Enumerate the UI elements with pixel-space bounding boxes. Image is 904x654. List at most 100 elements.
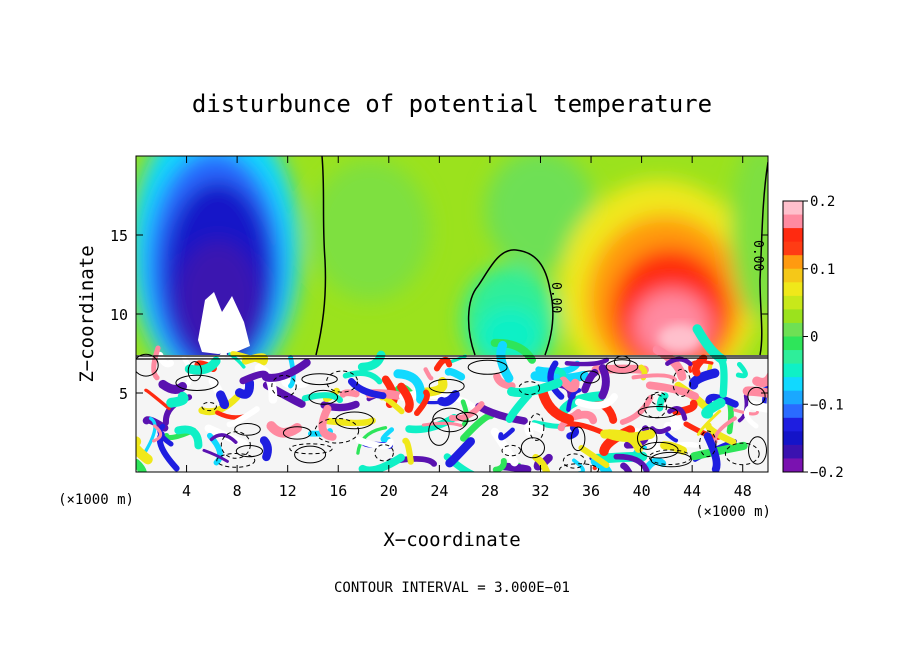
contour-label-1: 0.00	[548, 282, 563, 313]
cold-plume-white-patch	[198, 292, 250, 354]
turbulence-streak	[356, 426, 388, 455]
turbulence-streak	[288, 355, 296, 389]
turbulence-streak	[557, 408, 582, 432]
x-tick-label: 32	[531, 482, 549, 500]
turbulence-streak	[152, 424, 163, 443]
turbulence-streak	[748, 400, 768, 413]
green-mid-right	[485, 156, 595, 270]
turbulence-contour	[175, 374, 219, 391]
colorbar-segment	[783, 282, 803, 297]
turbulence-streak	[241, 353, 269, 366]
turbulence-streak	[598, 364, 610, 400]
x-tick-label: 36	[582, 482, 600, 500]
turbulence-streak	[690, 441, 748, 461]
turbulence-streak	[613, 453, 650, 472]
turbulence-contour	[282, 426, 312, 440]
turbulence-streak	[445, 437, 475, 468]
turbulence-streak	[704, 422, 737, 446]
y-tick-label: 10	[110, 306, 128, 324]
turbulence-streak	[493, 372, 516, 390]
turbulence-contour	[216, 453, 256, 468]
turbulence-streak	[263, 358, 311, 382]
turbulence-contour	[234, 423, 261, 436]
turbulence-streak	[347, 378, 387, 400]
turbulence-streak	[239, 370, 270, 385]
contour-line-right	[759, 161, 768, 356]
turbulence-streak	[492, 458, 507, 472]
colorbar-tick-label: −0.1	[810, 397, 844, 413]
x-unit-left: (×1000 m)	[58, 492, 134, 508]
turbulence-contour	[201, 401, 217, 412]
turbulence-streak	[660, 441, 688, 455]
turbulence-streak	[604, 429, 656, 442]
turbulence-contour	[518, 381, 541, 396]
x-tick-label: 44	[683, 482, 701, 500]
turbulence-streak	[665, 356, 693, 367]
colorbar-segment	[783, 322, 803, 337]
turbulence-contour	[235, 445, 263, 458]
turbulence-contour	[570, 426, 586, 452]
turbulence-streak	[397, 382, 414, 413]
colorbar-tick-label: 0.1	[810, 262, 835, 278]
turbulence-streak	[380, 427, 395, 443]
turbulence-streak	[437, 390, 460, 407]
turbulence-contour	[308, 389, 339, 405]
turbulence-streak	[665, 432, 679, 443]
y-axis: 5 10 15	[110, 227, 768, 403]
turbulence-streak	[209, 433, 238, 444]
turbulence-streak	[357, 350, 386, 372]
x-tick-label: 48	[734, 482, 752, 500]
turbulence-contour	[562, 453, 586, 469]
turbulence-contour	[187, 361, 202, 382]
turbulence-streak	[701, 397, 726, 419]
turbulence-streak	[733, 408, 759, 416]
colorbar-segment	[783, 201, 803, 216]
turbulence-contour	[580, 370, 600, 384]
colorbar-segment	[783, 255, 803, 270]
turbulence-contour	[220, 431, 251, 459]
x-tick-label: 16	[329, 482, 347, 500]
x-axis-label: X−coordinate	[383, 529, 520, 551]
colorbar-segment	[783, 377, 803, 392]
turbulence-streak	[652, 345, 687, 381]
turbulence-streak	[325, 417, 376, 427]
colorbar-segment	[783, 417, 803, 432]
turbulence-streak	[433, 357, 453, 372]
turbulence-contour	[136, 353, 159, 377]
colorbar-segment	[783, 336, 803, 351]
turbulence-contour	[455, 412, 478, 422]
y-tick-label: 5	[119, 385, 128, 403]
colorbar-segment	[783, 228, 803, 243]
turbulence-streak	[202, 448, 229, 463]
turbulence-streak	[402, 437, 414, 465]
turbulence-streak	[355, 436, 394, 450]
turbulence-streak	[444, 367, 466, 381]
x-tick-label: 20	[380, 482, 398, 500]
turbulence-streak	[423, 367, 434, 381]
x-tick-label: 4	[182, 482, 191, 500]
colorbar-tick-label: −0.2	[810, 465, 844, 481]
turbulence-streak	[499, 462, 532, 472]
turbulence-contour	[501, 444, 522, 457]
turbulence-streak	[705, 393, 739, 408]
turbulence-contour	[747, 386, 766, 406]
turbulence-streak	[717, 356, 728, 398]
turbulence-contour	[699, 430, 717, 458]
turbulence-contour	[650, 391, 667, 406]
turbulence-streak	[136, 436, 153, 465]
turbulence-streak	[460, 412, 495, 442]
colorbar-segment	[783, 350, 803, 365]
turbulence-streak	[691, 354, 708, 377]
turbulence-contour	[559, 463, 600, 472]
turbulence-streak	[667, 405, 688, 421]
turbulence-contour	[637, 406, 679, 419]
turbulence-streak	[498, 427, 515, 441]
turbulence-streak	[564, 357, 610, 367]
turbulence-streak	[566, 388, 582, 412]
turbulence-streak	[688, 360, 714, 373]
turbulence-streak	[393, 369, 426, 404]
turbulence-streak	[505, 390, 533, 423]
turbulence-streak	[703, 432, 721, 472]
turbulence-streak	[184, 356, 221, 375]
turbulence-contour	[428, 378, 465, 394]
